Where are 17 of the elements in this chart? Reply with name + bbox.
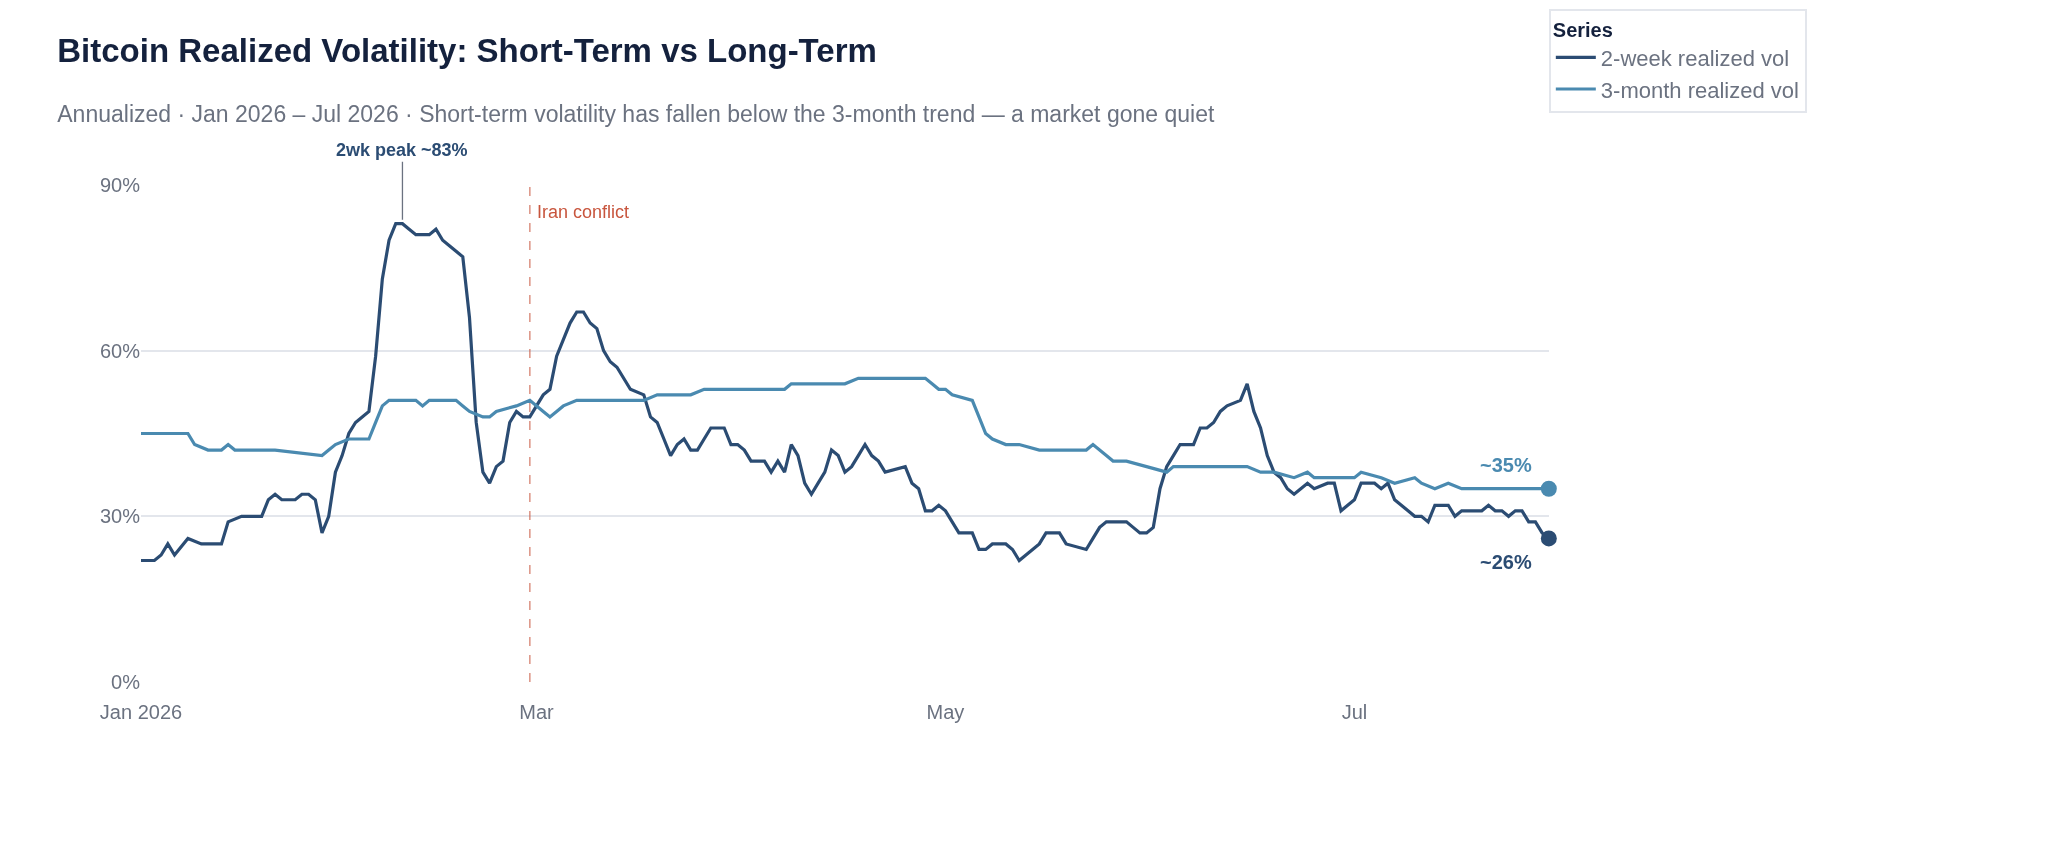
- x-tick-label: Mar: [519, 701, 555, 723]
- x-tick-label: Jul: [1341, 701, 1368, 723]
- legend-label: 3-month realized vol: [1600, 77, 1799, 103]
- y-tick-label: 0%: [111, 671, 141, 693]
- y-tick-label: 30%: [99, 505, 141, 528]
- ref-line-label: Iran conflict: [537, 202, 630, 222]
- y-tick-label: 60%: [99, 339, 141, 362]
- y-tick-label: 90%: [99, 174, 141, 196]
- annotation: 2wk peak ~83%: [336, 140, 468, 160]
- annotation: ~35%: [1480, 454, 1532, 476]
- x-tick-label: May: [926, 701, 965, 723]
- annotation: ~26%: [1480, 551, 1532, 573]
- x-tick-label: Jan 2026: [99, 701, 183, 723]
- legend-title: Series: [1552, 18, 1613, 41]
- chart-title: Bitcoin Realized Volatility: Short-Term vs Long-Term: [57, 31, 877, 69]
- legend-label: 2-week realized vol: [1600, 46, 1790, 71]
- chart-subtitle: Annualized · Jan 2026 – Jul 2026 · Short-term volatility has fallen below the 3-month trend — a market gone quiet: [57, 100, 1215, 127]
